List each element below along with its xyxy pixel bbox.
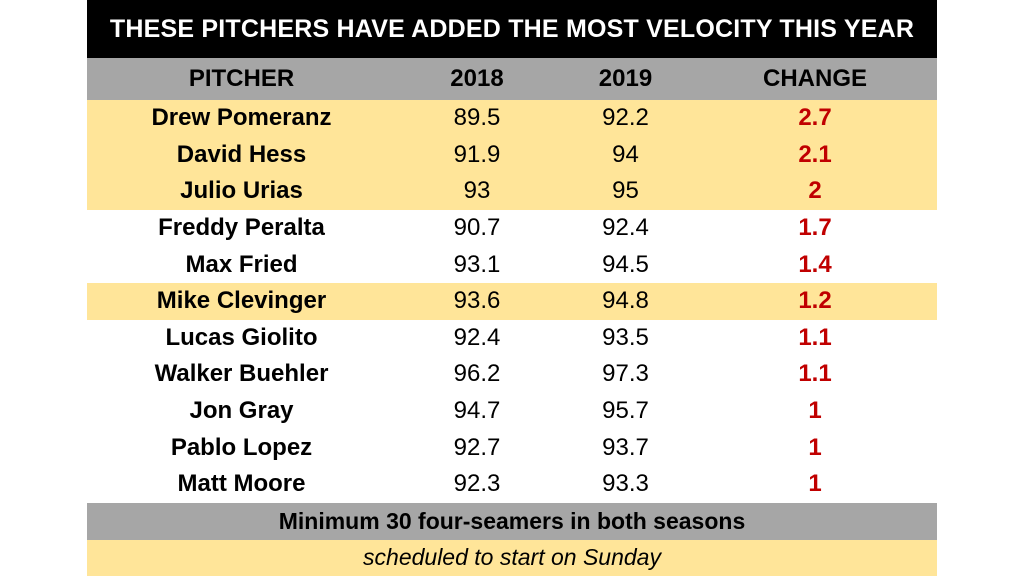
velocity-2019-cell: 92.2 bbox=[602, 104, 649, 132]
change-cell: 1.4 bbox=[798, 250, 832, 278]
velocity-2019-cell: 93.3 bbox=[602, 470, 649, 498]
velocity-2018-cell: 92.3 bbox=[453, 470, 501, 498]
velocity-2018-cell: 96.2 bbox=[453, 360, 501, 388]
pitcher-name-cell: Freddy Peralta bbox=[158, 214, 325, 242]
change-cell: 1.7 bbox=[798, 214, 832, 242]
velocity-2018-cell: 92.4 bbox=[453, 323, 501, 351]
change-cell: 1.2 bbox=[798, 287, 832, 315]
change-cell: 1.1 bbox=[798, 360, 832, 388]
velocity-2019-cell: 95.7 bbox=[602, 397, 649, 425]
change-cell: 2.7 bbox=[798, 104, 832, 132]
pitcher-name-cell: Pablo Lopez bbox=[170, 433, 313, 461]
velocity-2018-cell: 93.6 bbox=[453, 287, 501, 315]
velocity-table: THESE PITCHERS HAVE ADDED THE MOST VELOC… bbox=[87, 0, 937, 576]
change-cell: 1 bbox=[808, 433, 822, 461]
velocity-2019-cell: 92.4 bbox=[602, 214, 649, 242]
header-pitcher: PITCHER bbox=[188, 65, 295, 92]
velocity-2018-cell: 90.7 bbox=[453, 214, 501, 242]
velocity-2019-cell: 93.5 bbox=[602, 323, 649, 351]
table-title: THESE PITCHERS HAVE ADDED THE MOST VELOC… bbox=[87, 0, 937, 58]
velocity-2019-cell: 94.8 bbox=[602, 287, 649, 315]
pitcher-name-cell: Jon Gray bbox=[189, 397, 294, 425]
velocity-2019-cell: 94 bbox=[612, 140, 639, 168]
table-row: Freddy Peralta 90.7 92.4 1.7 bbox=[87, 209, 937, 247]
table-row: Mike Clevinger 93.6 94.8 1.2 bbox=[87, 282, 937, 320]
header-2019: 2019 bbox=[598, 65, 653, 92]
table-body: Drew Pomeranz 89.5 92.2 2.7 David Hess 91.9 94… bbox=[87, 100, 937, 503]
velocity-2018-cell: 91.9 bbox=[453, 140, 501, 168]
pitcher-name-cell: Walker Buehler bbox=[154, 360, 329, 388]
pitcher-name-cell: Matt Moore bbox=[177, 470, 306, 498]
change-cell: 1 bbox=[808, 470, 822, 498]
velocity-2018-cell: 93.1 bbox=[453, 250, 501, 278]
pitcher-name-cell: Julio Urias bbox=[180, 177, 303, 205]
pitcher-name-cell: Drew Pomeranz bbox=[151, 104, 332, 132]
subnote: scheduled to start on Sunday bbox=[87, 539, 937, 576]
table-row: David Hess 91.9 94 2.1 bbox=[87, 136, 937, 174]
velocity-2018-cell: 93 bbox=[463, 177, 491, 205]
table-row: Julio Urias 93 95 2 bbox=[87, 173, 937, 210]
velocity-2018-cell: 89.5 bbox=[453, 104, 501, 132]
table-row: Matt Moore 92.3 93.3 1 bbox=[87, 465, 937, 503]
velocity-2018-cell: 94.7 bbox=[453, 397, 501, 425]
change-cell: 1.1 bbox=[798, 323, 832, 351]
change-cell: 1 bbox=[808, 397, 822, 425]
pitcher-name-cell: Lucas Giolito bbox=[165, 323, 318, 351]
velocity-2019-cell: 94.5 bbox=[602, 250, 649, 278]
velocity-2018-cell: 92.7 bbox=[453, 433, 501, 461]
header-2018: 2018 bbox=[450, 65, 504, 92]
pitcher-name-cell: Max Fried bbox=[185, 250, 298, 278]
velocity-2019-cell: 93.7 bbox=[602, 433, 649, 461]
velocity-2019-cell: 97.3 bbox=[602, 360, 649, 388]
footnote: Minimum 30 four-seamers in both seasons bbox=[87, 502, 937, 540]
table-row: Drew Pomeranz 89.5 92.2 2.7 bbox=[87, 100, 937, 137]
table-row: Lucas Giolito 92.4 93.5 1.1 bbox=[87, 319, 937, 357]
change-cell: 2.1 bbox=[798, 140, 832, 168]
header-row: PITCHER 2018 2019 CHANGE bbox=[87, 58, 937, 100]
table-row: Walker Buehler 96.2 97.3 1.1 bbox=[87, 356, 937, 393]
pitcher-name-cell: Mike Clevinger bbox=[156, 287, 327, 315]
table-row: Jon Gray 94.7 95.7 1 bbox=[87, 392, 937, 430]
pitcher-name-cell: David Hess bbox=[176, 140, 307, 168]
table-row: Pablo Lopez 92.7 93.7 1 bbox=[87, 429, 937, 466]
table-row: Max Fried 93.1 94.5 1.4 bbox=[87, 246, 937, 283]
change-cell: 2 bbox=[808, 177, 822, 205]
velocity-2019-cell: 95 bbox=[612, 177, 639, 205]
header-change: CHANGE bbox=[762, 65, 867, 92]
